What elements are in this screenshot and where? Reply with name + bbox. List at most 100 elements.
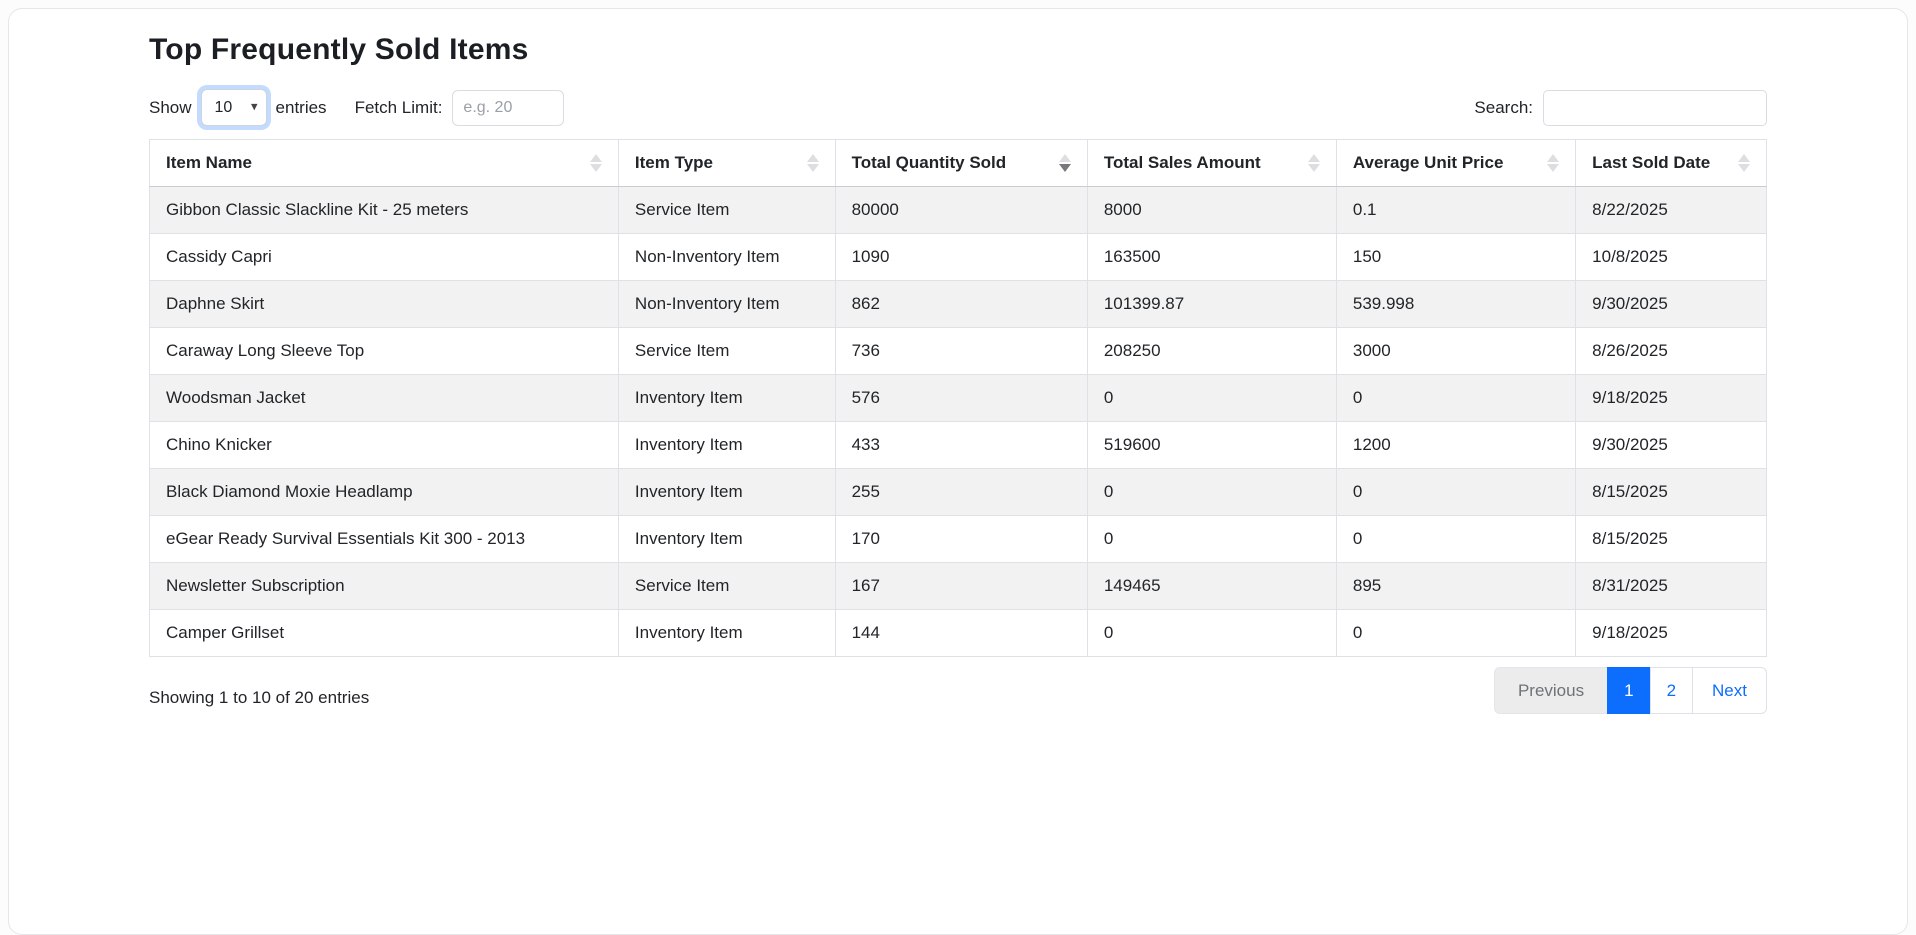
page-button-1[interactable]: 1: [1607, 667, 1651, 714]
cell-item-name: Camper Grillset: [149, 609, 619, 657]
entries-select[interactable]: 10: [200, 89, 267, 126]
cell-total-quantity-sold: 736: [834, 327, 1088, 375]
column-header-total-quantity-sold[interactable]: Total Quantity Sold: [834, 139, 1088, 187]
cell-total-sales-amount: 519600: [1086, 421, 1337, 469]
cell-average-unit-price: 0: [1335, 515, 1577, 563]
column-label: Last Sold Date: [1592, 153, 1711, 172]
cell-last-sold-date: 8/22/2025: [1575, 186, 1767, 234]
table-footer: Showing 1 to 10 of 20 entries Previous 1 2…: [149, 667, 1767, 714]
fetch-limit-input[interactable]: [452, 89, 565, 126]
column-label: Item Name: [166, 153, 252, 172]
search-label: Search:: [1474, 97, 1533, 117]
entries-select-wrap: 10 ▾: [200, 89, 267, 126]
cell-last-sold-date: 9/18/2025: [1575, 609, 1767, 657]
cell-total-quantity-sold: 1090: [834, 233, 1088, 281]
items-table: Item Name Item Type Total Quantity Sold Tot…: [149, 139, 1767, 657]
table-controls: Show 10 ▾ entries Fetch Limit: Search:: [149, 89, 1767, 126]
cell-item-type: Non-Inventory Item: [617, 233, 836, 281]
column-label: Total Sales Amount: [1103, 153, 1261, 172]
table-row: Chino Knicker Inventory Item 433 519600 1200…: [149, 421, 1767, 469]
cell-item-name: Daphne Skirt: [149, 280, 619, 328]
controls-left: Show 10 ▾ entries Fetch Limit:: [149, 89, 565, 126]
cell-total-quantity-sold: 167: [834, 562, 1088, 610]
column-header-item-name[interactable]: Item Name: [149, 139, 619, 187]
cell-item-name: Chino Knicker: [149, 421, 619, 469]
table-row: Camper Grillset Inventory Item 144 0 0 9/18/2…: [149, 609, 1767, 657]
table-row: Cassidy Capri Non-Inventory Item 1090 16350…: [149, 233, 1767, 281]
show-label: Show: [149, 97, 192, 117]
cell-total-sales-amount: 0: [1086, 374, 1337, 422]
page-title: Top Frequently Sold Items: [149, 33, 529, 66]
page-button-previous: Previous: [1493, 667, 1609, 714]
search-input[interactable]: [1543, 89, 1767, 126]
cell-last-sold-date: 8/15/2025: [1575, 468, 1767, 516]
column-header-average-unit-price[interactable]: Average Unit Price: [1335, 139, 1577, 187]
cell-item-type: Service Item: [617, 186, 836, 234]
cell-total-quantity-sold: 170: [834, 515, 1088, 563]
table-row: Black Diamond Moxie Headlamp Inventory It…: [149, 468, 1767, 516]
cell-average-unit-price: 150: [1335, 233, 1577, 281]
cell-item-type: Inventory Item: [617, 515, 836, 563]
cell-average-unit-price: 3000: [1335, 327, 1577, 375]
table-row: Daphne Skirt Non-Inventory Item 862 101399.…: [149, 280, 1767, 328]
table-header-row: Item Name Item Type Total Quantity Sold Tot…: [149, 139, 1767, 187]
cell-total-sales-amount: 0: [1086, 609, 1337, 657]
column-label: Item Type: [634, 153, 714, 172]
cell-last-sold-date: 9/30/2025: [1575, 421, 1767, 469]
cell-total-sales-amount: 101399.87: [1086, 280, 1337, 328]
cell-last-sold-date: 8/26/2025: [1575, 327, 1767, 375]
fetch-limit-label: Fetch Limit:: [354, 97, 443, 117]
cell-total-quantity-sold: 433: [834, 421, 1088, 469]
pagination: Previous 1 2 Next: [1493, 667, 1767, 714]
cell-total-sales-amount: 163500: [1086, 233, 1337, 281]
entries-label: entries: [275, 97, 327, 117]
column-header-total-sales-amount[interactable]: Total Sales Amount: [1086, 139, 1337, 187]
cell-total-quantity-sold: 255: [834, 468, 1088, 516]
cell-last-sold-date: 8/15/2025: [1575, 515, 1767, 563]
cell-total-quantity-sold: 144: [834, 609, 1088, 657]
table-body: Gibbon Classic Slackline Kit - 25 meters…: [149, 186, 1767, 657]
cell-total-sales-amount: 208250: [1086, 327, 1337, 375]
sort-desc-icon: [1058, 154, 1071, 172]
cell-last-sold-date: 9/18/2025: [1575, 374, 1767, 422]
cell-item-name: Black Diamond Moxie Headlamp: [149, 468, 619, 516]
cell-total-quantity-sold: 80000: [834, 186, 1088, 234]
cell-item-name: Newsletter Subscription: [149, 562, 619, 610]
cell-last-sold-date: 9/30/2025: [1575, 280, 1767, 328]
cell-total-sales-amount: 8000: [1086, 186, 1337, 234]
cell-item-name: Cassidy Capri: [149, 233, 619, 281]
cell-item-type: Inventory Item: [617, 421, 836, 469]
table-row: Caraway Long Sleeve Top Service Item 736 20…: [149, 327, 1767, 375]
entries-info: Showing 1 to 10 of 20 entries: [149, 687, 370, 707]
cell-last-sold-date: 10/8/2025: [1575, 233, 1767, 281]
cell-total-sales-amount: 0: [1086, 468, 1337, 516]
cell-average-unit-price: 1200: [1335, 421, 1577, 469]
sort-both-icon: [806, 154, 819, 172]
table-row: Gibbon Classic Slackline Kit - 25 meters…: [149, 186, 1767, 234]
cell-item-name: Caraway Long Sleeve Top: [149, 327, 619, 375]
cell-total-quantity-sold: 576: [834, 374, 1088, 422]
cell-average-unit-price: 0: [1335, 468, 1577, 516]
sort-both-icon: [589, 154, 602, 172]
cell-item-type: Non-Inventory Item: [617, 280, 836, 328]
cell-total-sales-amount: 149465: [1086, 562, 1337, 610]
column-label: Average Unit Price: [1352, 153, 1504, 172]
cell-item-type: Service Item: [617, 327, 836, 375]
table-row: Woodsman Jacket Inventory Item 576 0 0 9/18/2…: [149, 374, 1767, 422]
column-label: Total Quantity Sold: [851, 153, 1007, 172]
cell-item-name: Woodsman Jacket: [149, 374, 619, 422]
page-button-next[interactable]: Next: [1692, 667, 1767, 714]
column-header-item-type[interactable]: Item Type: [617, 139, 836, 187]
cell-item-type: Service Item: [617, 562, 836, 610]
cell-average-unit-price: 895: [1335, 562, 1577, 610]
page-button-2[interactable]: 2: [1649, 667, 1694, 714]
cell-total-sales-amount: 0: [1086, 515, 1337, 563]
table-row: eGear Ready Survival Essentials Kit 300 …: [149, 515, 1767, 563]
cell-average-unit-price: 0.1: [1335, 186, 1577, 234]
table-row: Newsletter Subscription Service Item 167 14…: [149, 562, 1767, 610]
column-header-last-sold-date[interactable]: Last Sold Date: [1575, 139, 1767, 187]
cell-item-type: Inventory Item: [617, 374, 836, 422]
content-card: Top Frequently Sold Items Show 10 ▾ entr…: [8, 8, 1908, 935]
cell-average-unit-price: 0: [1335, 609, 1577, 657]
sort-both-icon: [1307, 154, 1320, 172]
